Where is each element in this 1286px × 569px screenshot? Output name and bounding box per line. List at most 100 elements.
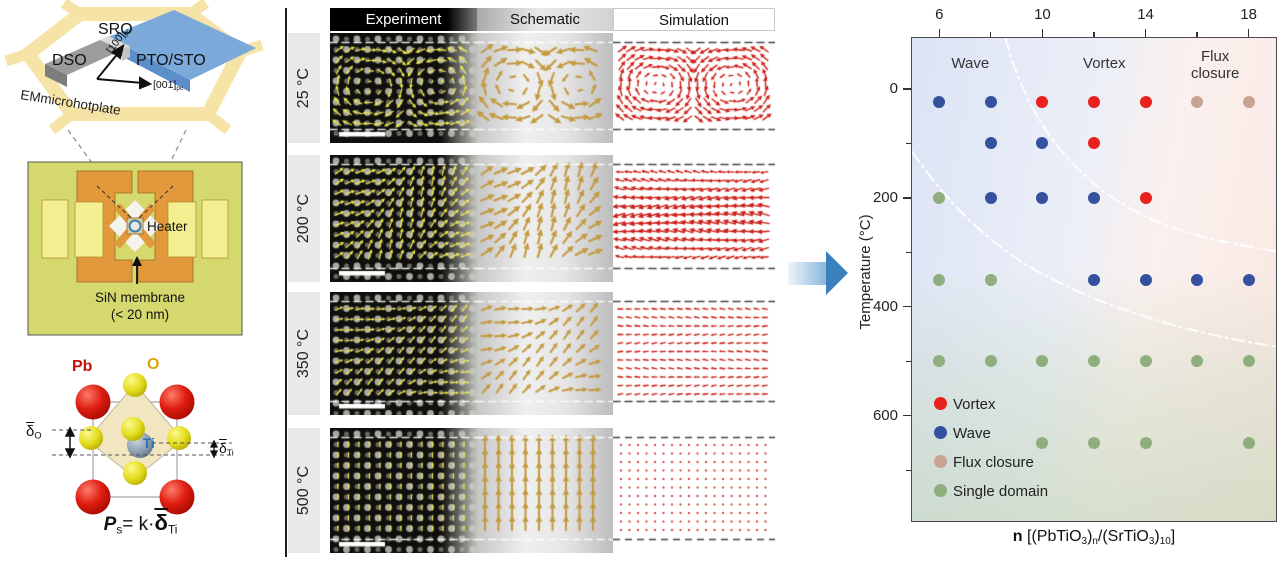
data-point bbox=[1036, 96, 1049, 109]
y-tick-label: 600 bbox=[872, 406, 898, 424]
heater-chip-diagram bbox=[27, 161, 243, 336]
x-tick-label: 10 bbox=[1034, 6, 1051, 23]
flow-arrow-body bbox=[788, 262, 826, 285]
pb-label: Pb bbox=[72, 358, 93, 375]
o-atom bbox=[123, 461, 147, 485]
legend-item: Wave bbox=[934, 425, 1074, 442]
x-major-tick bbox=[1144, 29, 1147, 37]
pb-atom bbox=[75, 479, 111, 515]
y-minor-tick bbox=[906, 251, 911, 253]
data-point bbox=[984, 137, 997, 150]
data-point bbox=[984, 96, 997, 109]
data-point bbox=[1139, 273, 1152, 286]
y-major-tick bbox=[903, 197, 911, 199]
y-minor-tick bbox=[906, 142, 911, 144]
data-point bbox=[1242, 273, 1255, 286]
experiment-vector-map-row1 bbox=[330, 33, 477, 143]
o-atom bbox=[123, 373, 147, 397]
delta-o-arrow bbox=[64, 426, 76, 459]
schematic-vector-map-row4 bbox=[477, 428, 613, 553]
experiment-vector-map-row2 bbox=[330, 155, 477, 282]
legend-label: Flux closure bbox=[953, 454, 1034, 471]
region-label: Vortex bbox=[1083, 55, 1126, 73]
y-major-tick bbox=[903, 414, 911, 417]
data-point bbox=[1088, 191, 1100, 204]
row-temperature-label: 200 °C bbox=[288, 155, 320, 282]
setup-diagram-graphics bbox=[4, 0, 264, 515]
delta-ti-arrow bbox=[209, 439, 219, 459]
x-minor-tick bbox=[990, 32, 992, 37]
data-point bbox=[1139, 191, 1152, 204]
column-header-simulation: Simulation bbox=[613, 8, 775, 31]
schematic-vector-map-row1 bbox=[477, 33, 613, 143]
heater-label: Heater bbox=[147, 219, 188, 234]
microhotplate-frame bbox=[4, 0, 264, 135]
pb-atom bbox=[159, 384, 195, 420]
legend-swatch bbox=[934, 455, 947, 468]
legend-swatch bbox=[934, 426, 947, 439]
y-major-tick bbox=[903, 305, 911, 308]
crystal-structure bbox=[52, 373, 232, 515]
data-point bbox=[1036, 191, 1049, 204]
x-tick-label: 14 bbox=[1137, 6, 1154, 23]
data-point bbox=[1036, 436, 1049, 449]
sro-layer-edge bbox=[122, 46, 130, 61]
data-point bbox=[933, 96, 946, 109]
simulation-vector-map-row4 bbox=[613, 428, 775, 553]
data-point bbox=[1088, 96, 1100, 109]
y-tick-label: 0 bbox=[889, 79, 898, 97]
o-atom-center bbox=[121, 417, 145, 441]
phase-diagram: Temperature (°C) n [(PbTiO3)n/(SrTiO3)10… bbox=[855, 0, 1286, 564]
x-tick-label: 6 bbox=[935, 6, 944, 23]
data-point bbox=[1139, 436, 1152, 449]
data-point bbox=[933, 273, 946, 286]
panel-divider-line bbox=[285, 8, 287, 557]
crystal-axes-arrows bbox=[96, 43, 153, 90]
data-point bbox=[1036, 355, 1049, 368]
data-point bbox=[933, 191, 946, 204]
experiment-vector-map-row4 bbox=[330, 428, 477, 553]
data-point bbox=[1191, 273, 1204, 286]
legend-swatch bbox=[934, 484, 947, 497]
x-axis-label: n [(PbTiO3)n/(SrTiO3)10] bbox=[1012, 528, 1176, 547]
o-atom bbox=[167, 426, 191, 450]
legend-swatch bbox=[934, 397, 947, 410]
delta-ti-label: δTi bbox=[219, 440, 234, 458]
sro-label: SRO bbox=[98, 21, 133, 38]
data-point bbox=[1242, 96, 1255, 109]
data-point bbox=[1191, 355, 1204, 368]
polarization-formula: Ps= k·δTi bbox=[103, 510, 178, 537]
temperature-text: 350 °C bbox=[295, 328, 312, 379]
temperature-text: 500 °C bbox=[295, 465, 312, 516]
y-axis-label: Temperature (°C) bbox=[857, 214, 874, 330]
schematic-vector-map-row2 bbox=[477, 155, 613, 282]
legend-label: Vortex bbox=[953, 396, 996, 413]
experiment-vector-map-row3 bbox=[330, 292, 477, 415]
data-point bbox=[1139, 96, 1152, 109]
data-point bbox=[1242, 436, 1255, 449]
ti-label: Ti bbox=[143, 436, 155, 451]
dso-label: DSO bbox=[52, 52, 87, 69]
membrane-thickness-label: (< 20 nm) bbox=[110, 307, 170, 322]
pto-sto-label: PTO/STO bbox=[136, 52, 206, 69]
temperature-text: 200 °C bbox=[295, 193, 312, 244]
dso-slab bbox=[45, 40, 122, 75]
sample-slabs bbox=[45, 10, 256, 92]
axis-001-label: [001]pc bbox=[153, 79, 184, 92]
simulation-vector-map-row2 bbox=[613, 155, 775, 282]
y-tick-label: 200 bbox=[872, 188, 898, 206]
simulation-vector-map-row3 bbox=[613, 292, 775, 415]
data-point bbox=[1242, 355, 1255, 368]
data-point bbox=[1088, 137, 1100, 150]
simulation-vector-map-row1 bbox=[613, 33, 775, 143]
x-major-tick bbox=[1247, 29, 1250, 37]
data-point bbox=[1191, 96, 1204, 109]
data-point bbox=[1088, 273, 1100, 286]
x-minor-tick bbox=[1093, 32, 1095, 37]
pb-atom bbox=[159, 479, 195, 515]
pb-atom bbox=[75, 384, 111, 420]
o-atom bbox=[79, 426, 103, 450]
pto-sto-slab bbox=[108, 10, 256, 80]
data-point bbox=[1088, 355, 1100, 368]
data-point bbox=[984, 191, 997, 204]
